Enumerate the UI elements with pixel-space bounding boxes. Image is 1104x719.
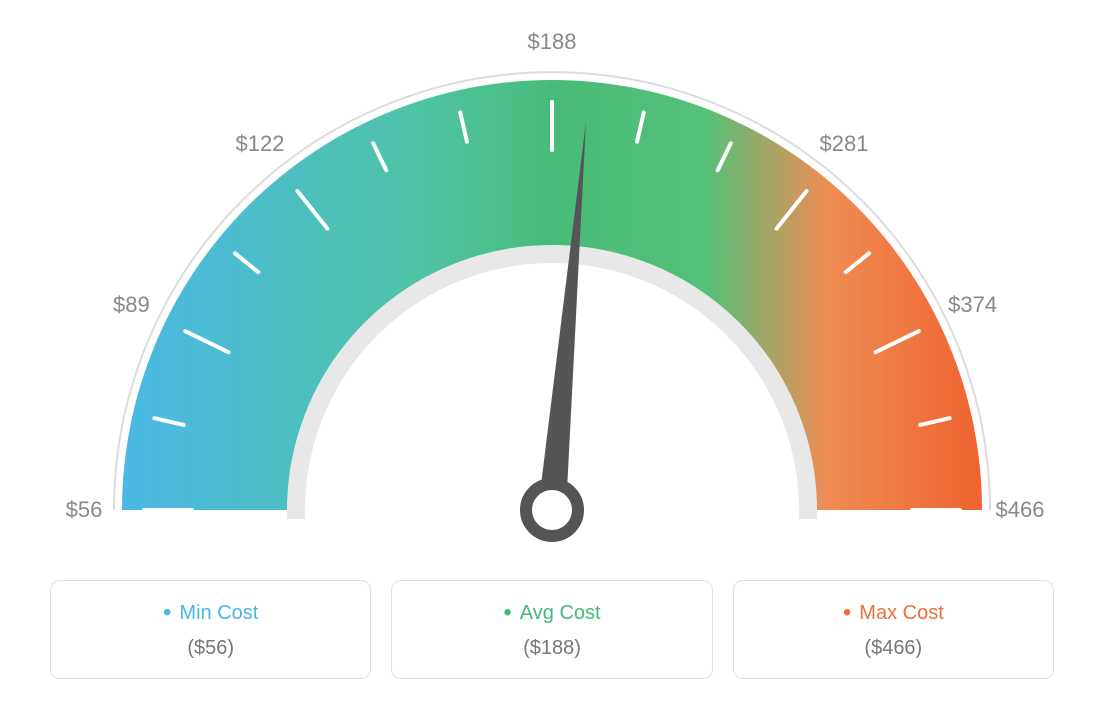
legend-title-min: Min Cost: [51, 599, 370, 627]
legend-value-avg: ($188): [392, 637, 711, 660]
gauge-tick-label: $374: [948, 292, 997, 318]
gauge-tick-label: $122: [236, 131, 285, 157]
gauge-tick-label: $56: [66, 497, 103, 523]
gauge-tick-label: $281: [819, 131, 868, 157]
legend-title-max: Max Cost: [734, 599, 1053, 627]
legend-value-max: ($466): [734, 637, 1053, 660]
legend-card-avg: Avg Cost ($188): [391, 580, 712, 679]
legend-title-avg: Avg Cost: [392, 599, 711, 627]
gauge-tick-label: $89: [113, 292, 150, 318]
legend-card-min: Min Cost ($56): [50, 580, 371, 679]
gauge-tick-label: $466: [996, 497, 1045, 523]
gauge-svg: [50, 40, 1054, 560]
legend-row: Min Cost ($56) Avg Cost ($188) Max Cost …: [50, 580, 1054, 679]
legend-card-max: Max Cost ($466): [733, 580, 1054, 679]
gauge-tick-label: $188: [528, 29, 577, 55]
gauge-canvas: $56$89$122$188$281$374$466: [50, 40, 1054, 560]
cost-gauge-chart: $56$89$122$188$281$374$466 Min Cost ($56…: [50, 40, 1054, 679]
gauge-needle-hub: [526, 484, 578, 536]
legend-value-min: ($56): [51, 637, 370, 660]
